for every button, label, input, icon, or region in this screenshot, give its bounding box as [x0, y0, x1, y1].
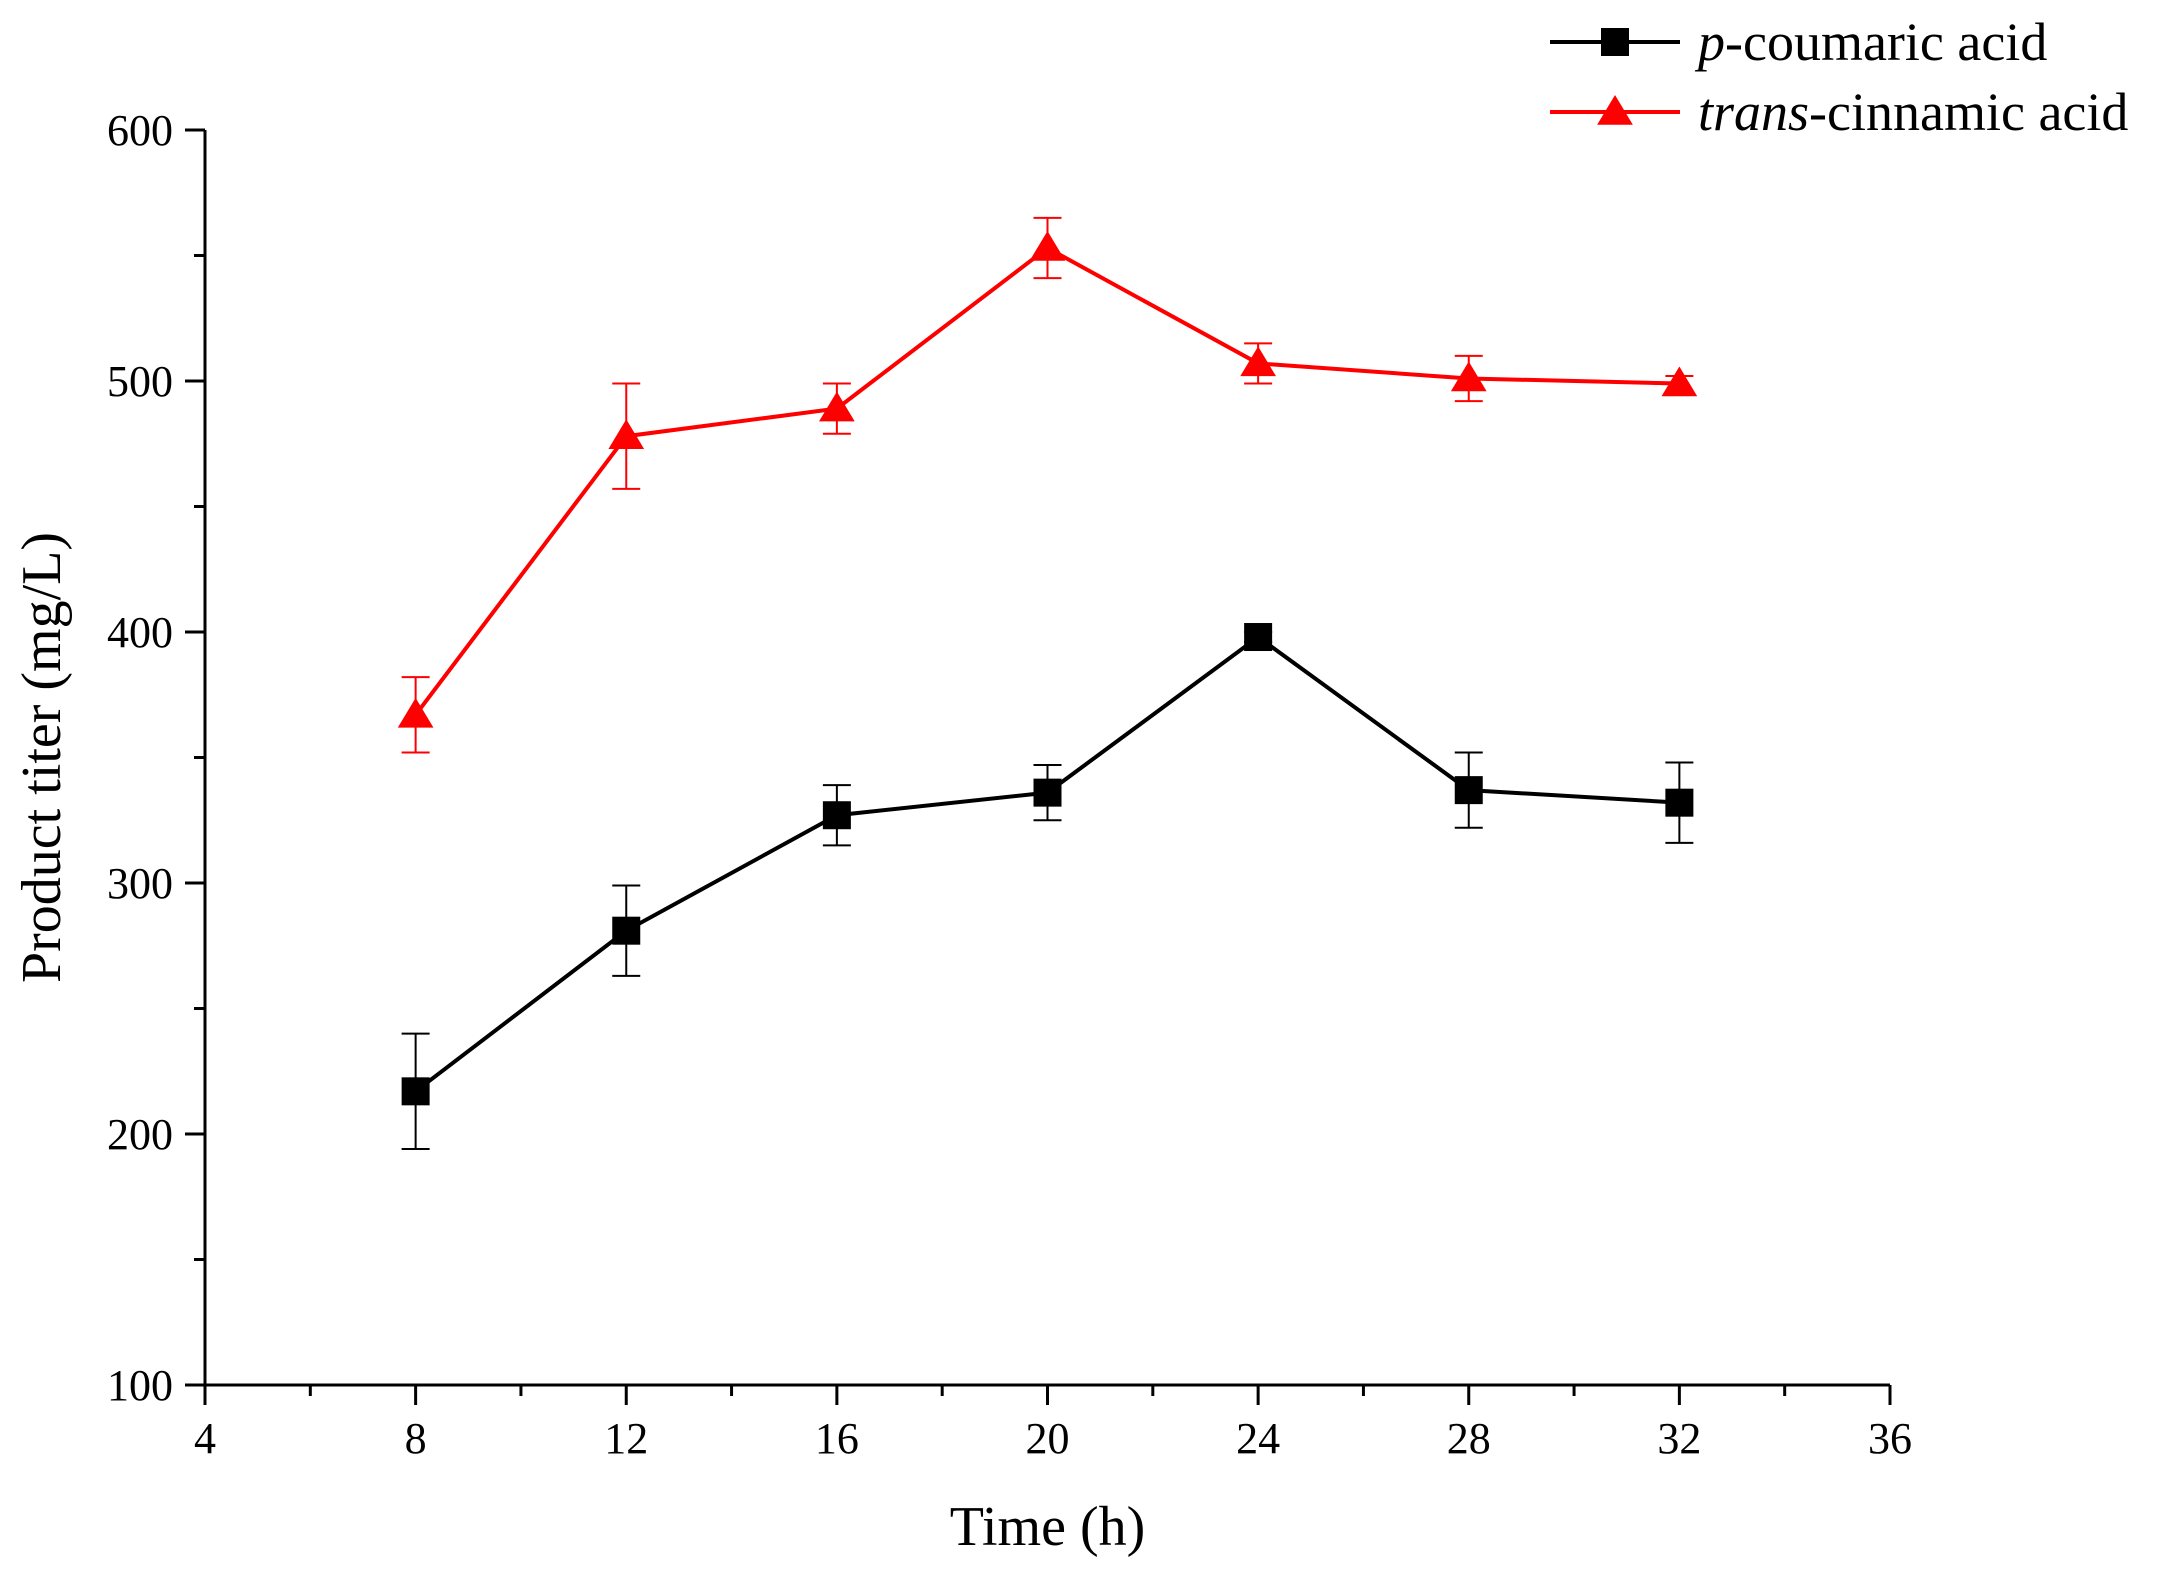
series-trans-cinnamic-acid [397, 216, 1698, 754]
legend-label-italic: trans [1698, 82, 1809, 142]
x-tick-label: 32 [1657, 1414, 1701, 1463]
data-point-square [1665, 788, 1694, 817]
x-tick-label: 36 [1868, 1414, 1912, 1463]
y-tick-label: 100 [107, 1361, 173, 1410]
legend-item-trans-cinnamic-acid: trans-cinnamic acid [1550, 82, 2128, 142]
data-point-triangle [1661, 366, 1698, 397]
series-layer [397, 216, 1698, 1151]
legend-marker-square [1601, 28, 1629, 56]
legend-label-italic: p [1694, 12, 1725, 72]
data-point-triangle [819, 391, 855, 422]
x-tick-label: 28 [1447, 1414, 1491, 1463]
legend-item-p-coumaric-acid: p-coumaric acid [1550, 12, 2047, 72]
data-point-square [401, 1077, 430, 1106]
data-point-square [822, 801, 851, 830]
x-tick-label: 24 [1236, 1414, 1280, 1463]
x-tick-label: 16 [815, 1414, 859, 1463]
y-tick-label: 200 [107, 1110, 173, 1159]
y-tick-label: 600 [107, 106, 173, 155]
y-axis-title: Product titer (mg/L) [11, 532, 73, 983]
y-tick-label: 300 [107, 859, 173, 908]
data-point-triangle [608, 419, 645, 449]
x-tick-label: 8 [405, 1414, 427, 1463]
data-point-square [1033, 778, 1062, 807]
axes: 4 8 12 16 20 24 28 32 36 100 200 300 400 500 600 [107, 106, 1912, 1463]
x-axis-title: Time (h) [950, 1496, 1146, 1558]
legend-marker-triangle [1597, 95, 1633, 125]
x-tick-label: 4 [194, 1414, 216, 1463]
legend: p-coumaric acid trans-cinnamic acid [1550, 12, 2128, 142]
y-tick-label: 400 [107, 608, 173, 657]
legend-label: p-coumaric acid [1694, 12, 2047, 72]
data-point-square [1454, 776, 1483, 805]
data-point-triangle [397, 697, 434, 728]
x-tick-label: 20 [1026, 1414, 1070, 1463]
y-tick-label: 500 [107, 357, 173, 406]
series-line [414, 245, 1680, 717]
series-p-coumaric-acid [401, 623, 1694, 1151]
data-point-square [1244, 623, 1273, 652]
legend-label-rest: -cinnamic acid [1809, 82, 2128, 142]
data-point-triangle [1450, 361, 1487, 392]
legend-label: trans-cinnamic acid [1698, 82, 2128, 142]
data-point-triangle [1240, 346, 1276, 377]
data-point-triangle [1029, 230, 1066, 261]
series-line [414, 634, 1680, 1093]
legend-label-rest: -coumaric acid [1725, 12, 2047, 72]
x-tick-label: 12 [604, 1414, 648, 1463]
data-point-square [612, 916, 641, 945]
